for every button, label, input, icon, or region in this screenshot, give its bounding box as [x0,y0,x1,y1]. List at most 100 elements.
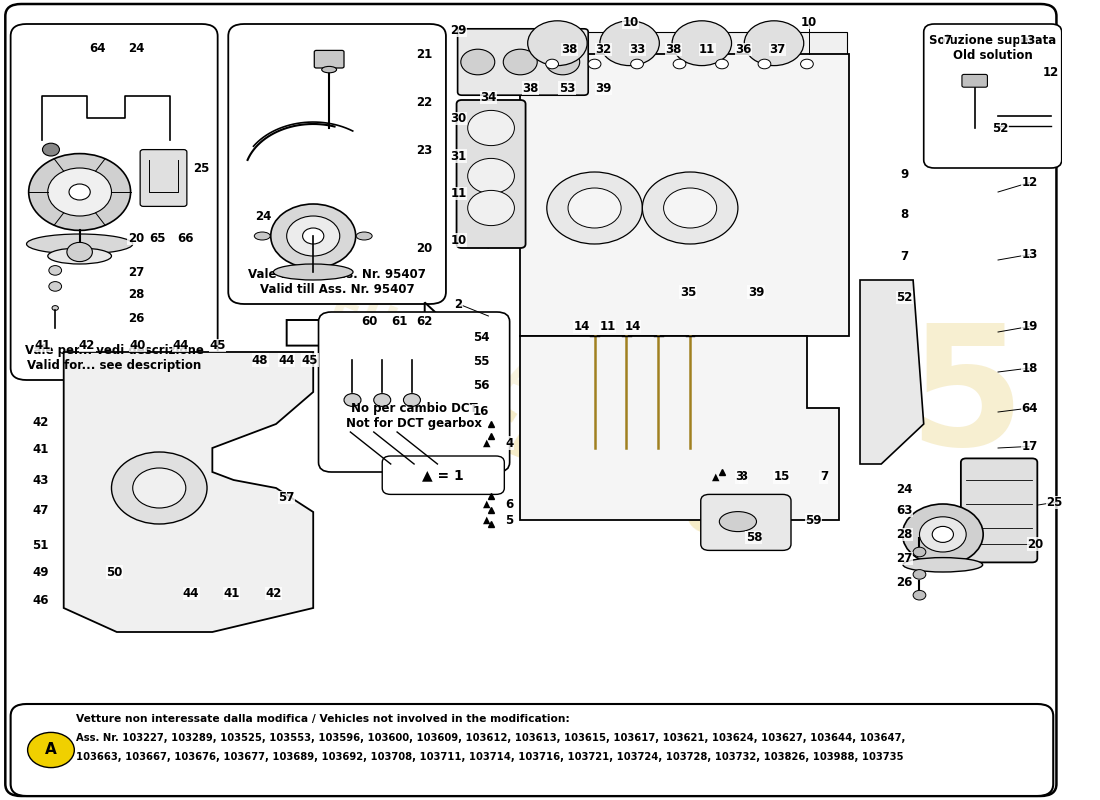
Circle shape [801,59,813,69]
Ellipse shape [719,512,757,532]
Ellipse shape [254,232,271,240]
Circle shape [344,394,361,406]
FancyBboxPatch shape [456,100,526,248]
FancyBboxPatch shape [924,24,1062,168]
Text: 9: 9 [901,168,909,181]
Ellipse shape [356,232,372,240]
Circle shape [528,21,587,66]
Text: 20: 20 [417,242,432,254]
Text: 64: 64 [89,42,106,54]
Text: 15: 15 [773,470,790,483]
Circle shape [902,504,983,565]
Text: 55: 55 [473,355,490,368]
Circle shape [568,188,622,228]
Circle shape [663,188,717,228]
Circle shape [404,394,420,406]
Circle shape [913,590,926,600]
Text: 24: 24 [255,210,272,222]
Text: 20: 20 [1027,538,1043,550]
Circle shape [69,184,90,200]
Text: 7: 7 [820,470,828,483]
Text: 31: 31 [451,150,466,162]
Text: 66: 66 [177,232,194,245]
Text: 24: 24 [896,483,913,496]
Text: 58: 58 [746,531,762,544]
Polygon shape [520,336,839,520]
Text: 38: 38 [666,43,681,56]
Text: 52: 52 [992,122,1009,134]
Text: 44: 44 [173,339,189,352]
Text: 11: 11 [600,320,615,333]
Text: 64: 64 [1022,402,1038,414]
Circle shape [716,59,728,69]
Text: 38: 38 [561,43,578,56]
Text: 34: 34 [481,91,496,104]
Text: 24: 24 [128,42,144,54]
Text: 38: 38 [522,82,539,94]
Ellipse shape [321,66,337,73]
Text: 59: 59 [805,514,822,526]
Text: 47: 47 [32,504,48,517]
Text: 103663, 103667, 103676, 103677, 103689, 103692, 103708, 103711, 103714, 103716, : 103663, 103667, 103676, 103677, 103689, … [76,752,904,762]
Text: 65: 65 [148,232,165,245]
Text: 41: 41 [34,339,51,352]
Circle shape [588,59,601,69]
FancyBboxPatch shape [458,29,588,95]
Text: 21: 21 [417,48,432,61]
Text: 62: 62 [417,315,433,328]
Ellipse shape [903,558,982,572]
Text: 5: 5 [909,318,1024,482]
FancyBboxPatch shape [140,150,187,206]
Text: 42: 42 [79,339,96,352]
Text: 13: 13 [1020,34,1036,46]
Circle shape [48,266,62,275]
FancyBboxPatch shape [315,50,344,68]
Text: 5: 5 [506,514,514,526]
Text: 14: 14 [573,320,590,333]
Text: A: A [45,742,57,758]
Text: No per cambio DCT
Not for DCT gearbox: No per cambio DCT Not for DCT gearbox [346,402,482,430]
Circle shape [913,547,926,557]
Text: 35: 35 [680,286,696,298]
Polygon shape [287,302,456,362]
Text: ▲ = 1: ▲ = 1 [422,468,464,482]
Circle shape [28,733,75,768]
Text: 11: 11 [698,43,715,56]
Circle shape [374,394,390,406]
Text: 50: 50 [107,566,123,578]
Text: 14: 14 [625,320,641,333]
Text: 23: 23 [417,144,432,157]
FancyBboxPatch shape [961,458,1037,562]
FancyBboxPatch shape [701,494,791,550]
Circle shape [642,172,738,244]
Text: 44: 44 [183,587,199,600]
Text: ▲: ▲ [483,515,490,525]
Text: 20: 20 [128,232,144,245]
Text: 26: 26 [128,312,144,325]
Text: 56: 56 [473,379,490,392]
Text: 16: 16 [473,405,490,418]
Circle shape [29,154,131,230]
FancyBboxPatch shape [319,312,509,472]
Text: Vetture non interessate dalla modifica / Vehicles not involved in the modificati: Vetture non interessate dalla modifica /… [76,714,570,724]
Text: 4: 4 [506,437,514,450]
Circle shape [133,468,186,508]
Text: 45: 45 [301,354,318,366]
Text: 7: 7 [943,34,951,46]
Text: Vale fino all'Ass. Nr. 95407
Valid till Ass. Nr. 95407: Vale fino all'Ass. Nr. 95407 Valid till … [249,268,426,296]
Text: 10: 10 [801,16,817,29]
Text: ▲: ▲ [483,438,490,448]
FancyBboxPatch shape [961,74,988,87]
Text: 10: 10 [623,16,639,29]
Polygon shape [860,280,924,464]
Circle shape [673,59,686,69]
Text: 54: 54 [473,331,490,344]
Circle shape [52,306,58,310]
Text: 37: 37 [769,43,785,56]
Text: 22: 22 [417,96,432,109]
Text: 42: 42 [32,416,48,429]
Text: 63: 63 [896,504,913,517]
Text: 39: 39 [748,286,764,298]
Polygon shape [526,32,847,54]
Circle shape [920,517,966,552]
